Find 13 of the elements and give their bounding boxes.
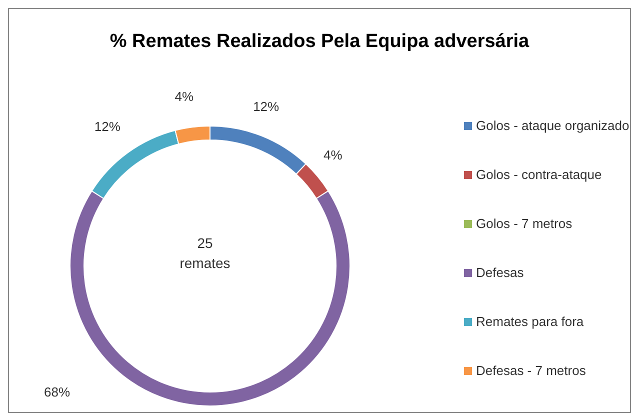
legend-label: Golos - 7 metros (476, 216, 572, 231)
data-label: 68% (44, 384, 70, 400)
data-label: 12% (94, 119, 121, 134)
data-label: 4% (174, 88, 194, 104)
text: 25 remates (178, 234, 232, 273)
legend-label: Golos - contra-ataque (476, 167, 602, 182)
legend-label: Remates para fora (476, 314, 584, 329)
data-label: 12% (253, 99, 280, 114)
chart-title: % Remates Realizados Pela Equipa adversária (108, 31, 530, 53)
legend-label: Golos - ataque organizado (476, 118, 630, 133)
legend-label: Defesas (476, 265, 524, 280)
legend-label: Defesas - 7 metros (476, 363, 586, 378)
data-label: 4% (324, 148, 343, 163)
